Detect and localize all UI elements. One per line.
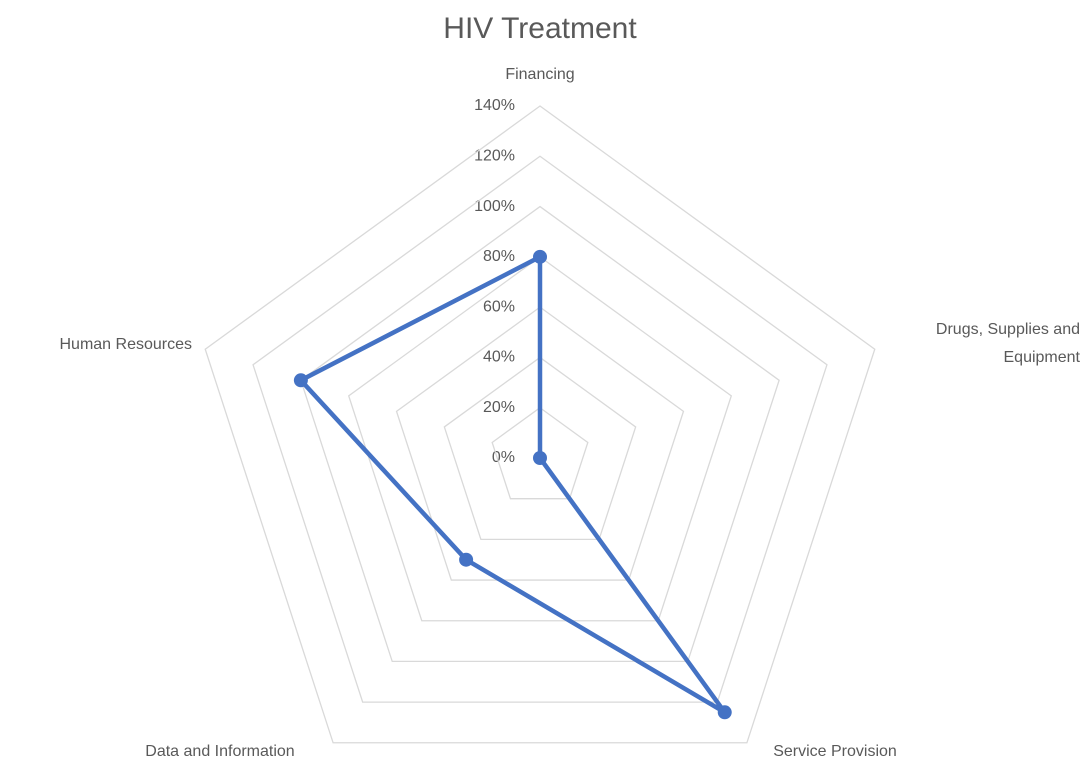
category-label: Drugs, Supplies and Equipment [935,321,1080,366]
data-point [717,705,732,720]
y-tick-label: 140% [474,97,515,114]
grid-ring [347,256,733,622]
y-tick-label: 60% [483,298,515,315]
y-tick-label: 20% [483,399,515,416]
grid-ring [300,205,780,663]
category-label: Financing [505,66,575,83]
data-point [533,249,547,264]
grid-ring [252,155,828,703]
category-label: Service Provision [773,743,897,760]
grid-ring [204,105,876,744]
category-label: Data and Information [145,743,295,760]
category-label: Human Resources [59,336,193,353]
y-tick-label: 120% [474,148,515,165]
grid-ring [443,356,637,541]
y-tick-label: 40% [483,349,515,366]
data-point [459,552,474,567]
y-tick-label: 80% [483,248,515,265]
grid-ring [395,306,685,581]
series-line [298,254,727,715]
chart-title: HIV Treatment [443,12,637,45]
data-point [293,373,308,388]
grid-ring [491,406,589,500]
data-point [533,451,547,465]
y-tick-label: 100% [474,198,515,215]
y-tick-label: 0% [492,449,515,466]
